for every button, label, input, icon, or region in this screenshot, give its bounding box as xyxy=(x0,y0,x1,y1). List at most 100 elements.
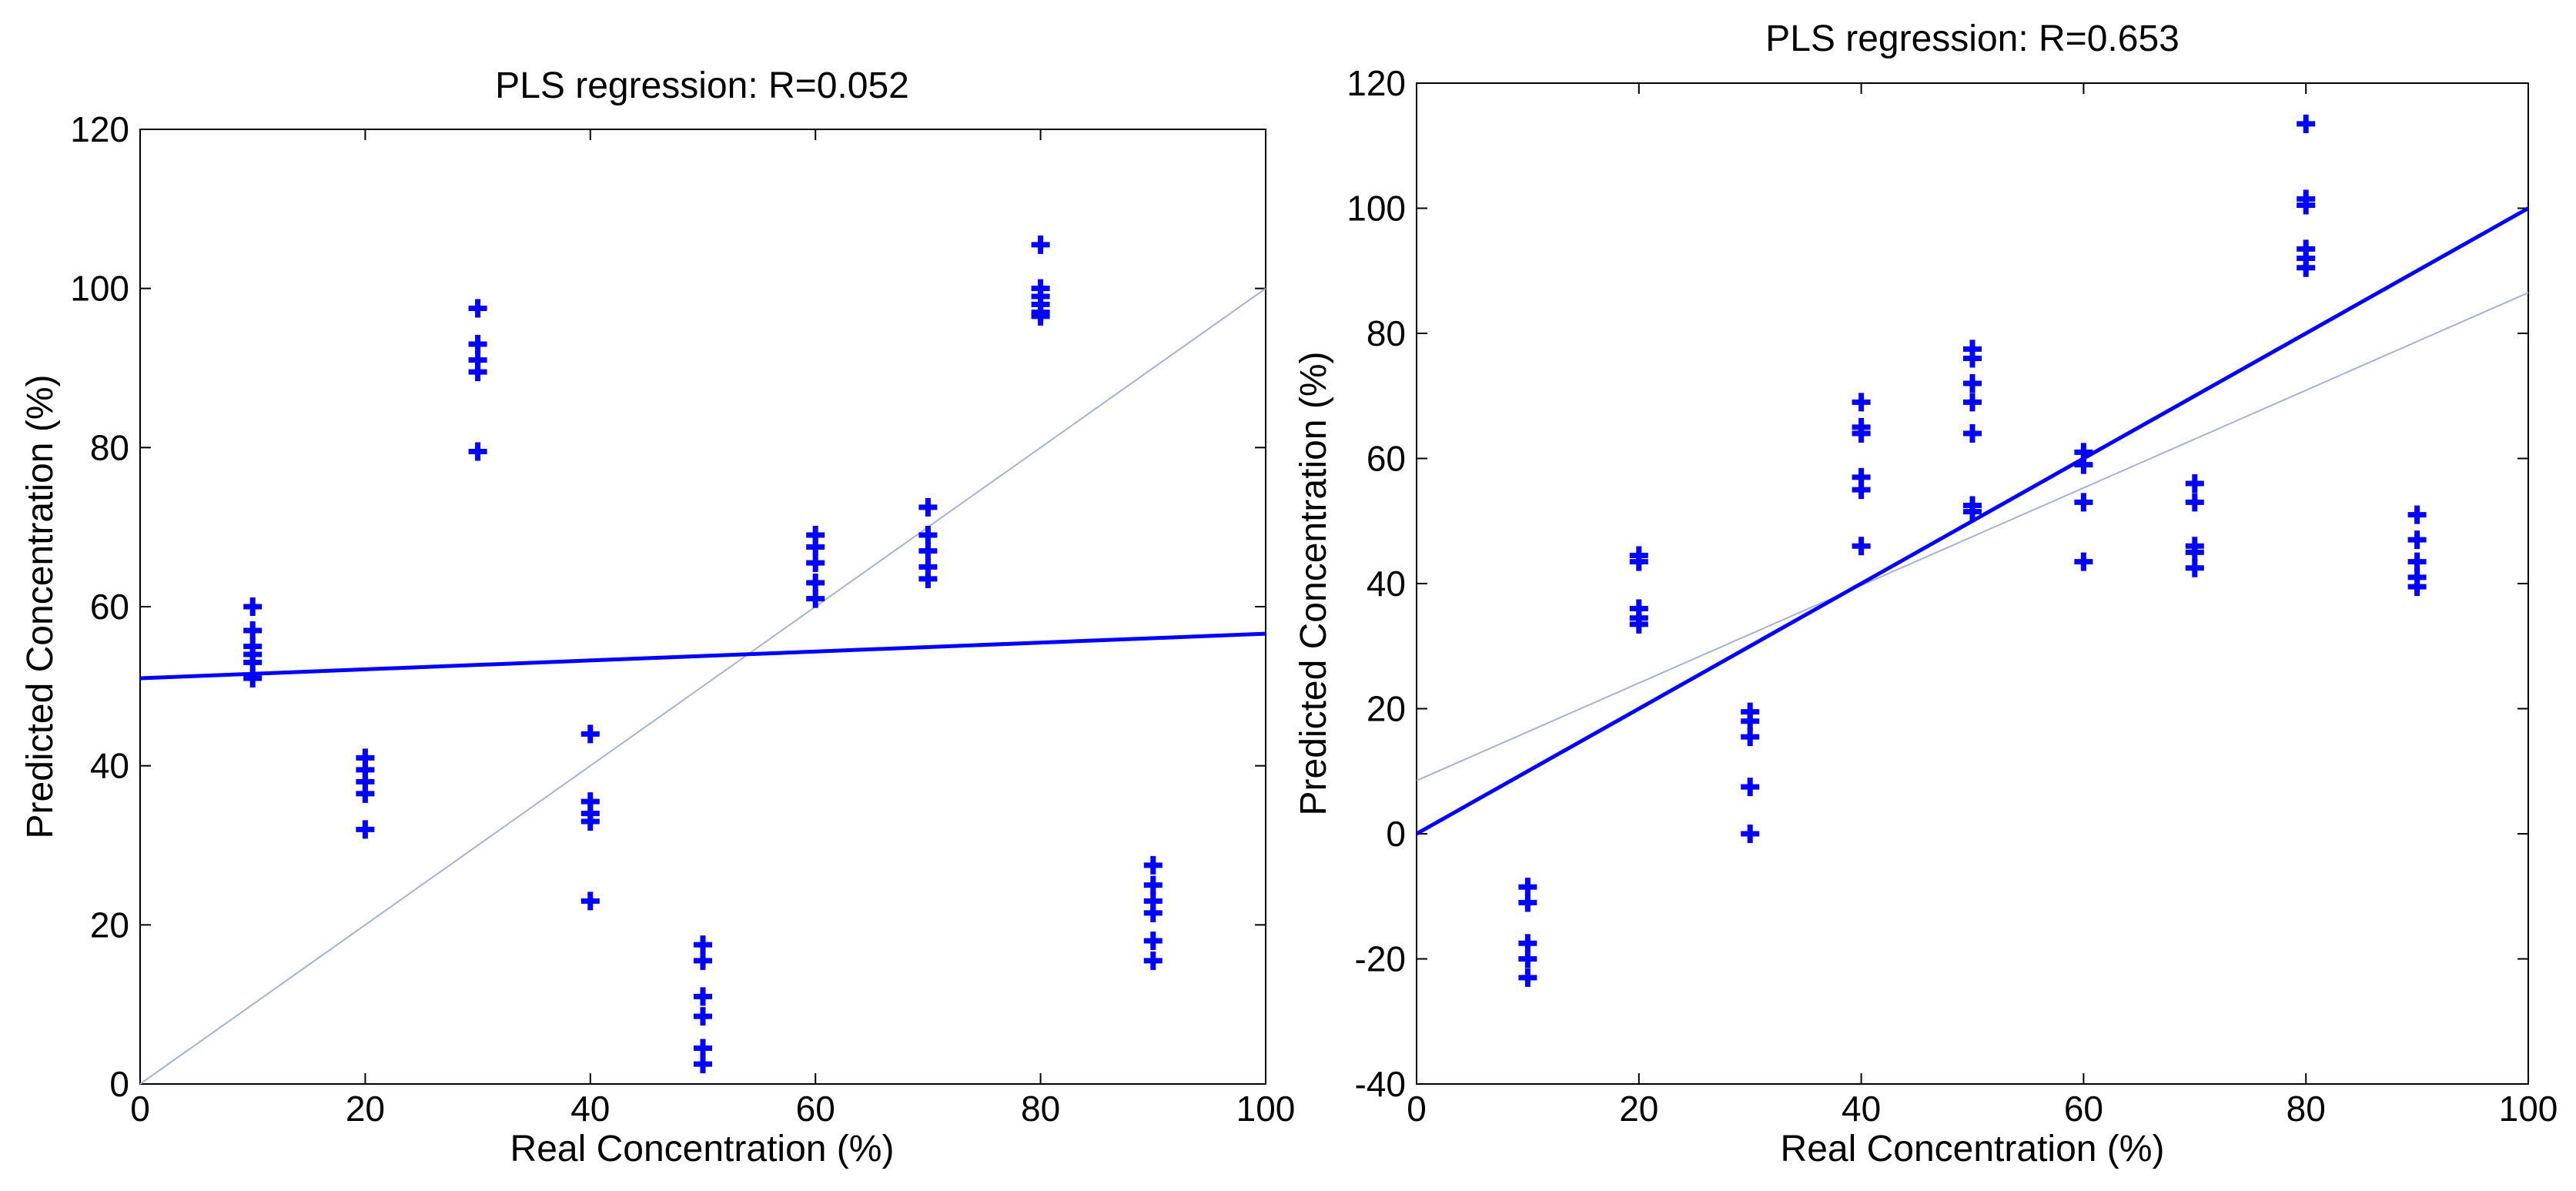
data-point xyxy=(243,621,263,640)
data-point xyxy=(2297,258,2316,277)
x-tick-label: 0 xyxy=(1407,1089,1427,1129)
data-point xyxy=(918,497,938,517)
y-tick-label: 120 xyxy=(1347,63,1406,103)
data-point xyxy=(694,987,712,1006)
data-point xyxy=(1852,424,1871,443)
tick-group: 0 20 40 60 80 100 0 20 40 60 80 100 120 xyxy=(70,109,1295,1129)
data-point xyxy=(1852,537,1871,556)
data-point xyxy=(1741,825,1760,843)
data-point xyxy=(468,442,487,461)
data-point xyxy=(468,363,487,382)
data-point xyxy=(1143,875,1163,895)
data-point xyxy=(2074,455,2093,474)
data-point xyxy=(1518,878,1537,897)
data-point xyxy=(468,335,487,353)
y-tick-label: -20 xyxy=(1355,939,1406,979)
y-tick-label: -40 xyxy=(1355,1064,1406,1104)
data-point xyxy=(2185,543,2204,562)
y-tick-label: 20 xyxy=(90,905,129,945)
y-tick-label: 80 xyxy=(1367,313,1406,353)
regression-line xyxy=(139,631,1266,681)
data-point xyxy=(918,526,938,544)
data-point xyxy=(1518,934,1537,953)
x-tick-label: 80 xyxy=(1021,1089,1060,1129)
data-point xyxy=(2297,196,2316,215)
y-tick-label: 100 xyxy=(1347,189,1406,229)
reference-line xyxy=(139,287,1266,1085)
data-point xyxy=(2407,552,2427,571)
x-tick-label: 60 xyxy=(796,1089,835,1129)
data-point xyxy=(1963,374,1982,393)
data-point xyxy=(1518,893,1537,912)
data-point xyxy=(1963,349,1982,368)
data-point xyxy=(1963,424,1982,443)
data-point xyxy=(694,935,712,955)
data-point xyxy=(468,299,487,318)
data-point xyxy=(1852,480,1871,500)
data-point xyxy=(1031,306,1050,326)
reference-line xyxy=(1416,292,2529,781)
data-point xyxy=(243,669,263,688)
data-point xyxy=(1518,949,1537,969)
x-tick-label: 60 xyxy=(2064,1089,2103,1129)
chart-title: PLS regression: R=0.653 xyxy=(1765,18,2180,59)
y-axis-label: Predicted Concentration (%) xyxy=(1293,352,1334,816)
data-point xyxy=(2407,530,2427,550)
line-group xyxy=(139,287,1266,1085)
data-point xyxy=(1518,968,1537,987)
data-point xyxy=(243,597,263,616)
x-tick-label: 80 xyxy=(2287,1089,2326,1129)
data-point xyxy=(694,951,712,970)
data-point xyxy=(1143,951,1163,970)
x-tick-label: 40 xyxy=(1842,1089,1881,1129)
data-point xyxy=(1143,932,1163,950)
x-tick-label: 100 xyxy=(2499,1089,2558,1129)
data-point xyxy=(1852,393,1871,412)
data-point xyxy=(356,820,375,839)
data-point xyxy=(243,653,263,672)
y-tick-label: 60 xyxy=(1367,439,1406,479)
line-group xyxy=(1415,206,2530,836)
data-point xyxy=(918,541,938,560)
data-point xyxy=(2074,493,2093,512)
data-point xyxy=(1143,903,1163,922)
data-point xyxy=(806,589,825,608)
data-point xyxy=(694,1055,712,1074)
y-tick-label: 40 xyxy=(90,746,129,786)
plot-area-box xyxy=(1416,82,2529,1085)
data-point xyxy=(580,724,600,744)
chart-left: PLS regression: R=0.052 0 20 40 60 80 100 0 20 4… xyxy=(20,65,1295,1169)
data-point xyxy=(2185,558,2204,577)
x-axis-label: Real Concentration (%) xyxy=(1781,1129,2165,1169)
y-tick-label: 0 xyxy=(109,1064,129,1104)
data-point xyxy=(2297,114,2316,133)
data-point xyxy=(1629,552,1648,571)
tick-group: 0 20 40 60 80 100 -40 -20 0 20 40 60 80 100 120 xyxy=(1347,63,2558,1129)
x-tick-label: 100 xyxy=(1236,1089,1296,1129)
data-point xyxy=(2407,577,2427,597)
data-point xyxy=(2185,474,2204,493)
data-point xyxy=(1741,728,1760,747)
marker-group xyxy=(1518,114,2427,987)
x-tick-label: 40 xyxy=(570,1089,610,1129)
y-tick-label: 80 xyxy=(90,427,129,467)
y-tick-label: 20 xyxy=(1367,689,1406,729)
y-tick-label: 0 xyxy=(1386,814,1406,854)
data-point xyxy=(918,569,938,588)
chart-title: PLS regression: R=0.052 xyxy=(495,65,909,106)
data-point xyxy=(2407,505,2427,524)
y-tick-label: 40 xyxy=(1367,564,1406,604)
data-point xyxy=(580,812,600,831)
y-tick-label: 120 xyxy=(70,109,129,149)
x-axis-label: Real Concentration (%) xyxy=(510,1129,895,1169)
data-point xyxy=(694,1039,712,1058)
y-tick-label: 100 xyxy=(70,269,129,309)
data-point xyxy=(2185,493,2204,512)
data-point xyxy=(1963,502,1982,521)
data-point xyxy=(806,574,825,592)
x-tick-label: 20 xyxy=(1619,1089,1658,1129)
data-point xyxy=(356,784,375,803)
data-point xyxy=(1143,855,1163,875)
x-tick-label: 0 xyxy=(130,1089,150,1129)
regression-line xyxy=(1415,206,2530,836)
